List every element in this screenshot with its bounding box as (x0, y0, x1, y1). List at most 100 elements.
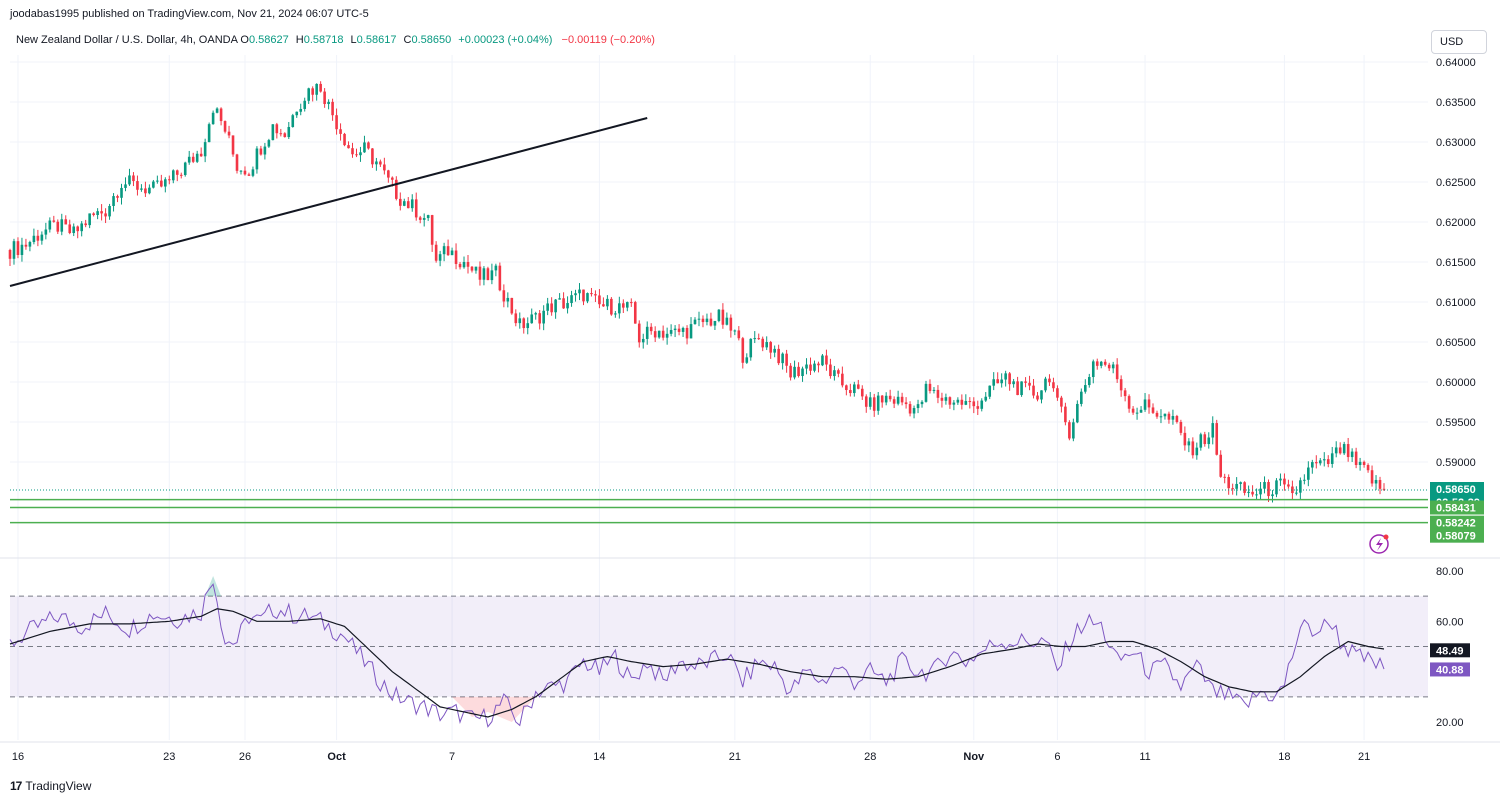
candle-body (992, 379, 996, 386)
candle-body (1291, 486, 1294, 494)
candle-body (1227, 477, 1230, 489)
candle-body (825, 355, 828, 365)
candle-body (315, 83, 318, 95)
candle-body (833, 370, 836, 377)
candle-body (725, 317, 729, 325)
candle-body (1183, 432, 1187, 446)
candle-body (84, 223, 87, 226)
candle-body (311, 88, 314, 95)
time-axis-tick: 23 (163, 751, 175, 763)
candle-body (20, 244, 24, 255)
candle-body (661, 330, 665, 338)
candle-body (1275, 480, 1278, 495)
candle-body (578, 289, 581, 294)
candle-body (626, 302, 629, 308)
candle-body (952, 402, 956, 405)
candle-body (1239, 482, 1242, 484)
candle-body (733, 330, 737, 332)
candle-body (1354, 451, 1358, 466)
candle-body (1322, 459, 1326, 461)
candle-body (1366, 464, 1370, 471)
candle-body (1151, 407, 1155, 413)
candle-body (88, 213, 91, 226)
candle-body (395, 179, 398, 199)
candle-body (295, 111, 299, 116)
candle-body (406, 201, 410, 209)
time-axis-tick: 14 (593, 751, 605, 763)
candle-body (641, 338, 645, 343)
candle-body (1318, 460, 1322, 464)
candle-body (872, 397, 876, 411)
candle-body (203, 142, 207, 157)
price-axis-tick: 0.59500 (1436, 417, 1476, 429)
candle-body (510, 297, 514, 314)
candle-body (924, 383, 928, 402)
candle-body (685, 327, 689, 339)
candle-body (980, 400, 984, 409)
candle-body (164, 179, 167, 187)
candle-body (1147, 399, 1151, 408)
price-label: 0.58079 (1436, 531, 1476, 543)
price-axis-tick: 0.61000 (1436, 297, 1476, 309)
candle-body (410, 199, 414, 209)
candle-body (1299, 480, 1302, 493)
candle-body (845, 385, 848, 391)
candle-body (1346, 444, 1350, 458)
candle-body (526, 323, 530, 329)
candle-body (291, 115, 295, 127)
candle-body (303, 100, 307, 109)
candle-body (124, 184, 127, 188)
candle-body (1163, 413, 1167, 417)
candle-body (773, 348, 776, 353)
candle-body (1247, 491, 1250, 493)
candle-body (227, 131, 231, 136)
candle-body (263, 146, 267, 155)
candle-body (1143, 399, 1147, 410)
rsi-axis-tick: 80.00 (1436, 566, 1464, 578)
candle-body (1219, 454, 1223, 477)
candle-body (920, 401, 924, 405)
candle-body (442, 246, 446, 255)
candle-body (235, 154, 239, 171)
candle-body (976, 406, 980, 409)
candle-body (1107, 364, 1111, 369)
candle-body (649, 326, 653, 332)
candle-body (307, 88, 310, 101)
candle-body (745, 357, 749, 363)
candle-body (327, 101, 330, 105)
candle-body (319, 83, 322, 92)
candle-body (1036, 395, 1039, 400)
candle-body (24, 244, 28, 247)
candle-body (701, 318, 705, 323)
candle-body (1199, 434, 1203, 448)
candle-body (801, 368, 804, 377)
candle-body (299, 108, 303, 112)
candle-body (761, 338, 765, 348)
candle-body (984, 396, 988, 401)
candle-body (156, 180, 159, 182)
candle-body (1382, 488, 1386, 490)
candle-body (558, 298, 561, 300)
candle-body (40, 234, 44, 241)
currency-button[interactable]: USD (1431, 30, 1487, 54)
candle-body (614, 313, 617, 315)
low-value: 0.58617 (356, 34, 397, 46)
candle-body (1338, 447, 1342, 454)
bar-change: +0.00023 (+0.04%) (458, 34, 553, 46)
candle-body (653, 331, 657, 338)
candle-body (458, 263, 462, 268)
candle-body (44, 229, 48, 235)
candle-body (1211, 423, 1215, 438)
price-axis-tick: 0.60000 (1436, 377, 1476, 389)
symbol-name[interactable]: New Zealand Dollar / U.S. Dollar, 4h, OA… (16, 34, 238, 46)
candle-body (757, 338, 761, 340)
low-label: L (350, 34, 357, 46)
candle-body (1358, 461, 1362, 466)
candle-body (132, 175, 135, 182)
candle-body (482, 268, 486, 280)
price-label-bg (1430, 515, 1484, 530)
candle-body (689, 324, 693, 339)
candle-body (434, 244, 438, 261)
close-value: 0.58650 (411, 34, 452, 46)
